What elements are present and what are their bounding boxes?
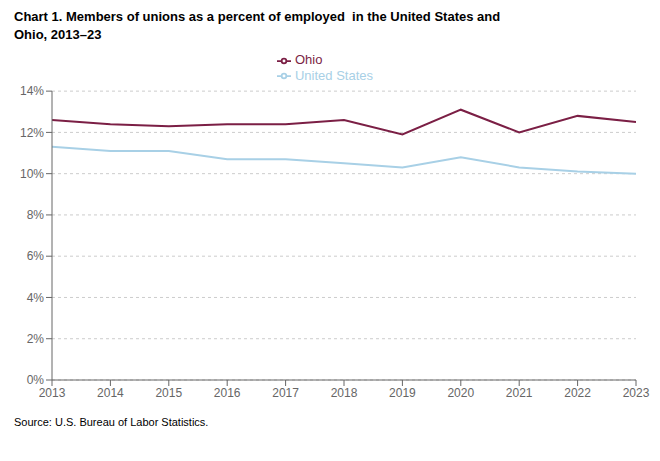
svg-text:2016: 2016 xyxy=(214,386,241,400)
svg-text:14%: 14% xyxy=(20,84,44,98)
html-text:Chart 1. Members of unions as: Chart 1. Members of unions as a percent … xyxy=(14,9,501,24)
svg-text:2017: 2017 xyxy=(272,386,299,400)
svg-text:2018: 2018 xyxy=(331,386,358,400)
svg-text:12%: 12% xyxy=(20,126,44,140)
svg-text:2013: 2013 xyxy=(39,386,66,400)
svg-text:2015: 2015 xyxy=(155,386,182,400)
svg-text:2014: 2014 xyxy=(97,386,124,400)
html-text:Ohio, 2013–23: Ohio, 2013–23 xyxy=(14,27,102,42)
svg-text:2%: 2% xyxy=(27,332,45,346)
svg-text:2020: 2020 xyxy=(447,386,474,400)
html-text:United States: United States xyxy=(295,67,373,83)
svg-text:10%: 10% xyxy=(20,167,44,181)
svg-text:0%: 0% xyxy=(27,373,45,387)
svg-text:2021: 2021 xyxy=(506,386,533,400)
svg-text:6%: 6% xyxy=(27,249,45,263)
svg-text:2022: 2022 xyxy=(564,386,591,400)
svg-text:8%: 8% xyxy=(27,208,45,222)
svg-text:2019: 2019 xyxy=(389,386,416,400)
html-text:Ohio: Ohio xyxy=(295,52,323,67)
svg-text:2023: 2023 xyxy=(623,386,650,400)
html-text:Source: U.S. Bureau of Labor S: Source: U.S. Bureau of Labor Statistics. xyxy=(14,416,209,428)
svg-text:4%: 4% xyxy=(27,291,45,305)
